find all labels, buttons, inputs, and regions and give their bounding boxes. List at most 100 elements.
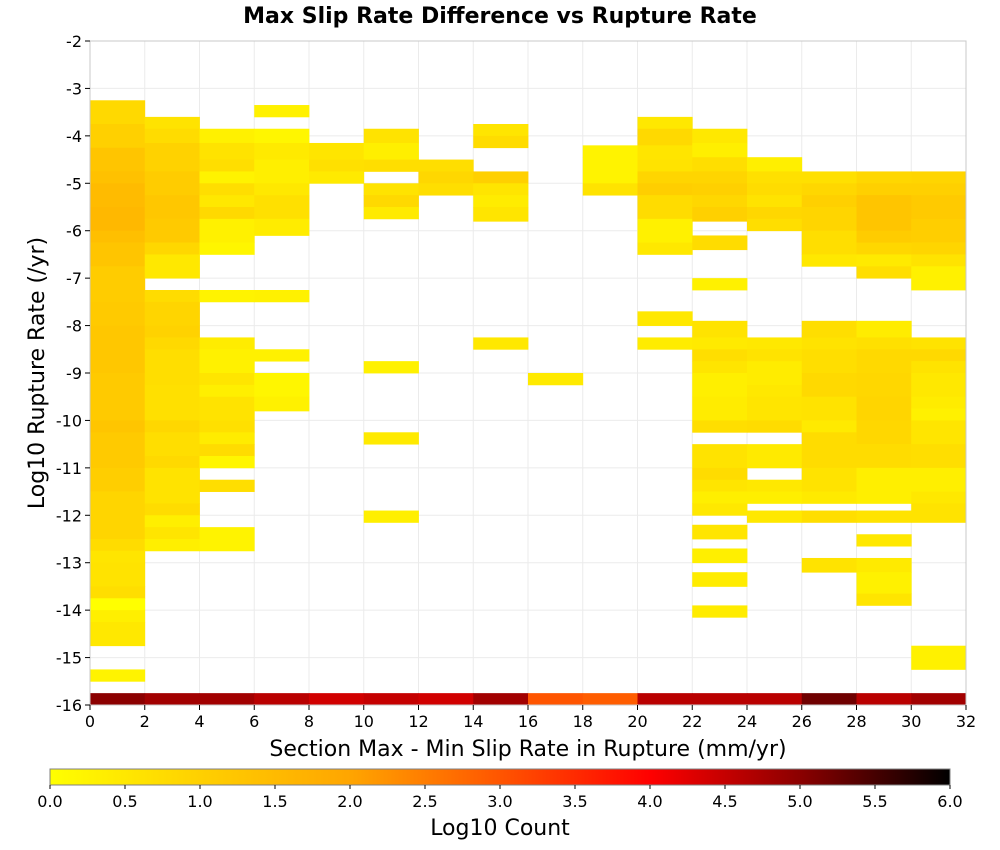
heatmap-cell	[692, 349, 748, 362]
heatmap-cell	[528, 693, 584, 706]
heatmap-cell	[254, 142, 310, 160]
heatmap-cell	[473, 171, 529, 184]
x-tick-label: 2	[140, 712, 150, 731]
heatmap-cell	[692, 320, 748, 338]
y-tick-label: -16	[56, 696, 82, 715]
heatmap-cell	[582, 145, 638, 158]
heatmap-cell	[254, 290, 310, 303]
heatmap-cell	[801, 230, 857, 255]
colorbar-tick-label: 4.0	[637, 792, 662, 811]
heatmap-cell	[363, 142, 419, 160]
heatmap-cell	[144, 142, 200, 172]
x-tick-label: 8	[304, 712, 314, 731]
heatmap-cell	[309, 693, 365, 706]
heatmap-cell	[90, 610, 146, 623]
x-tick-label: 22	[682, 712, 702, 731]
heatmap-cell	[90, 693, 146, 706]
heatmap-cell	[199, 432, 255, 445]
heatmap-cell	[856, 266, 912, 279]
heatmap-cell	[199, 128, 255, 144]
heatmap-cell	[254, 183, 310, 196]
heatmap-cell	[801, 432, 857, 469]
heatmap-cell	[90, 550, 146, 564]
heatmap-cell	[418, 183, 474, 196]
heatmap-cell	[363, 183, 419, 196]
heatmap-cell	[473, 207, 529, 222]
heatmap-cell	[90, 491, 146, 540]
x-tick-label: 6	[249, 712, 259, 731]
colorbar-tick-label: 5.0	[787, 792, 812, 811]
heatmap-cell	[911, 349, 967, 362]
x-axis-ticks: 0 2 4 6 8 10 12 14 16 18 20 22 24 26 28 30 32	[85, 705, 976, 731]
heatmap-cell	[199, 218, 255, 243]
heatmap-cell	[199, 171, 255, 184]
heatmap-cell	[90, 325, 146, 374]
heatmap-cell	[856, 593, 912, 606]
colorbar-tick-label: 0.5	[112, 792, 137, 811]
y-tick-label: -12	[56, 506, 82, 525]
heatmap-cell	[911, 444, 967, 469]
heatmap-cell	[801, 320, 857, 338]
heatmap-cell	[801, 693, 857, 706]
heatmap-cell	[692, 503, 748, 516]
heatmap-cell	[473, 124, 529, 137]
heatmap-cell	[144, 456, 200, 469]
heatmap-cell	[90, 373, 146, 421]
heatmap-cell	[254, 128, 310, 144]
x-tick-label: 4	[194, 712, 204, 731]
colorbar-tick-label: 2.5	[412, 792, 437, 811]
heatmap-cell	[856, 254, 912, 267]
heatmap-cell	[911, 503, 967, 523]
x-tick-label: 26	[792, 712, 812, 731]
heatmap-cell	[363, 510, 419, 523]
heatmap-cell	[199, 207, 255, 220]
heatmap-cell	[473, 693, 529, 706]
heatmap-cell	[692, 479, 748, 492]
heatmap-cell	[90, 183, 146, 208]
heatmap-cell	[90, 171, 146, 184]
heatmap-cell	[473, 183, 529, 196]
colorbar	[49, 768, 951, 786]
y-tick-label: -2	[66, 32, 82, 51]
heatmap-cell	[363, 195, 419, 208]
heatmap-cell	[418, 171, 474, 184]
heatmap-cell	[692, 491, 748, 504]
heatmap-cell	[418, 159, 474, 172]
heatmap-cells	[90, 100, 967, 706]
heatmap-cell	[254, 693, 310, 706]
heatmap-cell	[911, 408, 967, 421]
heatmap-cell	[856, 444, 912, 469]
heatmap-cell	[856, 572, 912, 594]
heatmap-cell	[144, 290, 200, 303]
heatmap-cell	[418, 693, 474, 706]
heatmap-cell	[637, 159, 693, 172]
heatmap-cell	[911, 467, 967, 492]
heatmap-cell	[692, 420, 748, 433]
heatmap-cell	[199, 479, 255, 492]
heatmap-cell	[90, 124, 146, 149]
heatmap-cell	[144, 301, 200, 326]
heatmap-cell	[90, 467, 146, 492]
heatmap-cell	[199, 290, 255, 303]
heatmap-cell	[856, 510, 912, 523]
heatmap-cell	[637, 195, 693, 220]
heatmap-cell	[801, 254, 857, 267]
y-tick-label: -10	[56, 411, 82, 430]
heatmap-cell	[692, 396, 748, 421]
heatmap-cell	[90, 420, 146, 433]
heatmap-cell	[801, 510, 857, 523]
heatmap-cell	[692, 524, 748, 540]
heatmap-cell	[856, 230, 912, 243]
x-tick-label: 14	[463, 712, 483, 731]
heatmap-cell	[747, 171, 803, 184]
heatmap-cell	[911, 361, 967, 374]
heatmap-cell	[856, 242, 912, 255]
heatmap-cell	[144, 539, 200, 552]
y-axis-ticks: -2 -3 -4 -5 -6 -7 -8 -9 -10 -11 -12 -13 -14 -15 -16	[56, 32, 90, 715]
y-tick-label: -9	[66, 364, 82, 383]
colorbar-ticks: 0.0 0.5 1.0 1.5 2.0 2.5 3.0 3.5 4.0 4.5 5.0 5.5 6.0	[37, 785, 963, 811]
heatmap-cell	[199, 456, 255, 469]
heatmap-cell	[199, 159, 255, 172]
heatmap-cell	[801, 420, 857, 433]
